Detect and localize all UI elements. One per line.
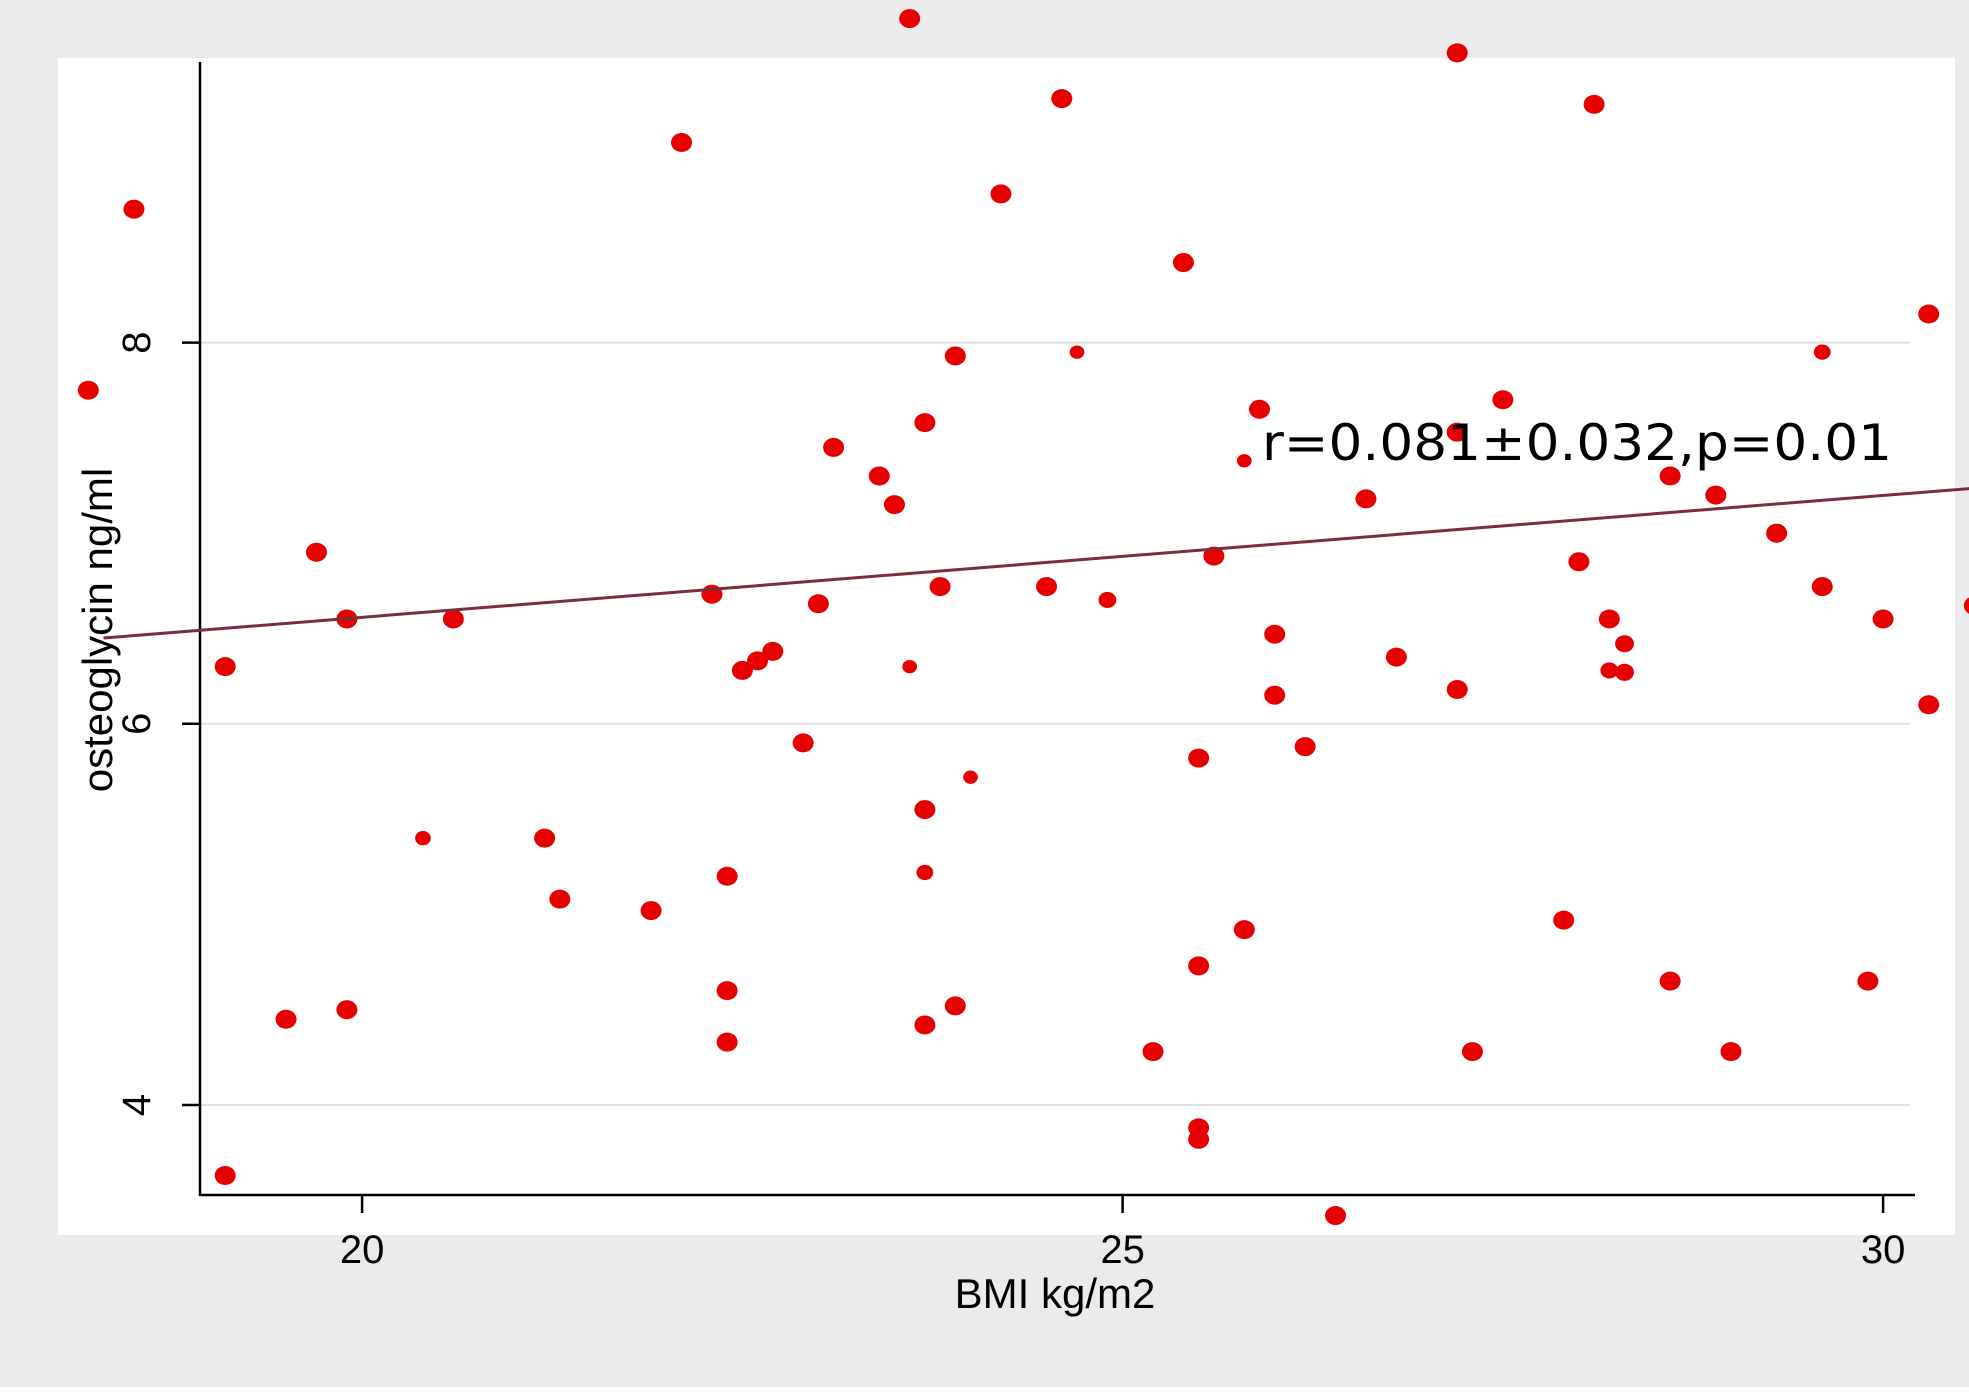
data-point (1659, 466, 1681, 486)
data-point (1188, 1118, 1210, 1138)
data-point (1598, 609, 1620, 629)
data-point (1659, 971, 1681, 991)
data-point (1069, 345, 1085, 359)
data-point (1766, 523, 1788, 543)
data-point (914, 413, 936, 433)
data-point (1615, 635, 1634, 653)
data-point (1325, 1206, 1347, 1226)
data-points (77, 9, 1969, 1226)
axes: 2025303540468101214 (115, 62, 1915, 1272)
data-point (902, 659, 918, 674)
data-point (1600, 662, 1619, 679)
data-point (1236, 454, 1252, 468)
data-point (929, 577, 951, 597)
data-point (1872, 609, 1894, 629)
data-point (1172, 253, 1194, 273)
data-point (336, 1000, 358, 1020)
data-point (1553, 910, 1575, 930)
data-point (640, 901, 662, 921)
data-point (549, 889, 571, 909)
x-tick-label-20: 20 (340, 1228, 385, 1272)
data-point (1963, 597, 1969, 614)
y-tick-label-4: 4 (115, 1094, 159, 1116)
data-point (1142, 1042, 1164, 1062)
data-point (415, 831, 431, 846)
data-point (123, 199, 145, 219)
data-point (1036, 577, 1058, 597)
y-tick-label-6: 6 (115, 713, 159, 735)
data-point (1446, 422, 1468, 442)
data-point (883, 495, 905, 515)
data-point (1446, 43, 1468, 63)
data-point (716, 981, 738, 1001)
y-tick-label-8: 8 (115, 331, 159, 353)
data-point (1248, 399, 1270, 419)
x-axis-label: BMI kg/m2 (955, 1270, 1156, 1317)
data-point (823, 437, 845, 457)
data-point (77, 380, 99, 400)
data-point (1918, 695, 1940, 715)
data-point (1918, 304, 1940, 324)
data-point (716, 1032, 738, 1052)
data-point (1615, 663, 1634, 681)
data-point (1811, 577, 1833, 597)
data-point (792, 733, 814, 753)
data-point (716, 866, 738, 886)
data-point (1446, 679, 1468, 699)
data-point (899, 9, 921, 29)
data-point (944, 346, 966, 366)
data-point (275, 1009, 297, 1029)
data-point (762, 641, 784, 661)
data-point (1492, 390, 1514, 410)
data-point (1188, 748, 1210, 768)
data-point (1203, 546, 1225, 566)
x-tick-label-25: 25 (1100, 1228, 1145, 1272)
data-point (1233, 920, 1255, 940)
data-point (1568, 552, 1590, 572)
data-point (214, 1166, 236, 1186)
data-point (1188, 956, 1210, 976)
data-point (305, 542, 327, 562)
y-axis-label: osteoglycin ng/ml (74, 468, 121, 793)
data-point (731, 660, 753, 680)
data-point (671, 132, 693, 152)
data-point (914, 1015, 936, 1035)
data-point (1583, 94, 1605, 114)
data-point (1813, 344, 1831, 360)
correlation-annotation: r=0.081±0.032,p=0.01 (1262, 414, 1892, 472)
data-point (534, 828, 556, 848)
data-point (1294, 737, 1316, 757)
data-point (914, 800, 936, 820)
data-point (868, 466, 890, 486)
gridlines (200, 341, 1910, 1106)
x-tick-label-30: 30 (1861, 1228, 1906, 1272)
data-point (1264, 624, 1286, 644)
data-point (1857, 971, 1879, 991)
data-point (990, 184, 1012, 204)
data-point (944, 996, 966, 1016)
fit-line (103, 487, 1969, 640)
data-point (1051, 89, 1073, 109)
data-point (747, 651, 769, 671)
data-point (1705, 485, 1727, 505)
data-point (1264, 685, 1286, 705)
data-point (1385, 647, 1407, 667)
data-point (1098, 591, 1117, 608)
data-point (442, 609, 464, 629)
fit-line-group (103, 487, 1969, 640)
data-point (807, 594, 829, 614)
data-point (214, 657, 236, 677)
data-point (1461, 1042, 1483, 1062)
plot-background (58, 58, 1955, 1235)
data-point (963, 770, 978, 784)
data-point (1355, 489, 1377, 509)
data-point (916, 864, 934, 881)
data-point (1720, 1042, 1742, 1062)
